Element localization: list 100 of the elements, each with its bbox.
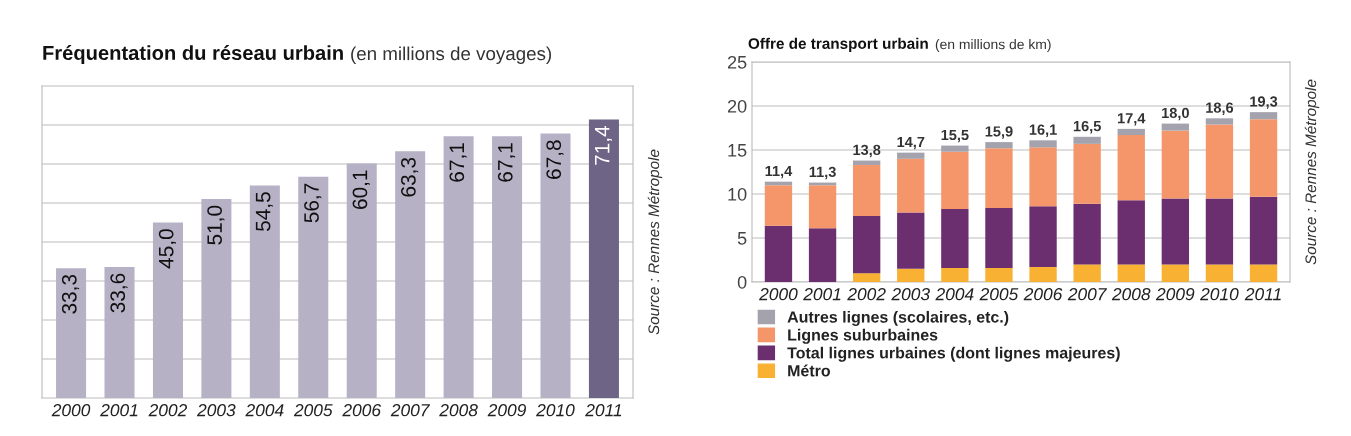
data-label: 45,0 — [158, 229, 176, 269]
x-tick-label: 2010 — [536, 404, 575, 417]
x-tick-label: 2011 — [585, 404, 622, 417]
data-label: 67,1 — [449, 143, 467, 182]
bar — [1029, 140, 1057, 148]
x-tick-label: 2006 — [342, 404, 382, 417]
x-tick-label: 2001 — [100, 404, 138, 417]
bar — [985, 148, 1013, 209]
legend-label: Autres lignes (scolaires, etc.) — [787, 310, 1009, 326]
data-label: 71,4 — [594, 126, 612, 165]
bar — [1205, 118, 1234, 125]
y-tick-label: 5 — [737, 232, 747, 245]
bar — [985, 208, 1013, 268]
source-note: Source : Rennes Métropole — [647, 149, 663, 335]
chart-subtitle: (en millions de km) — [935, 39, 1051, 52]
data-label: 63,3 — [401, 157, 419, 197]
bar — [764, 185, 793, 226]
x-tick-label: 2010 — [1200, 288, 1239, 301]
legend-label: Lignes suburbaines — [788, 328, 938, 344]
bar — [1073, 136, 1101, 144]
x-tick-label: 2008 — [439, 404, 478, 417]
y-tick-label: 20 — [727, 99, 747, 113]
x-tick-label: 2006 — [1023, 288, 1063, 301]
bar — [808, 185, 837, 229]
x-tick-label: 2009 — [487, 404, 527, 417]
total-label: 15,5 — [941, 129, 969, 143]
data-label: 67,8 — [546, 140, 564, 179]
x-tick-label: 2005 — [293, 404, 333, 417]
bar — [1161, 198, 1190, 265]
bar — [1029, 267, 1057, 282]
bar — [852, 216, 881, 274]
legend-label: Métro — [788, 364, 830, 377]
bar — [941, 145, 969, 152]
bar — [897, 158, 925, 213]
source-note: Source : Rennes Métropole — [1304, 79, 1320, 265]
total-label: 16,1 — [1029, 124, 1057, 137]
chart-subtitle: (en millions de voyages) — [351, 46, 552, 64]
bar — [985, 142, 1013, 149]
bar — [1117, 128, 1145, 136]
bar — [1205, 264, 1234, 282]
bar — [1249, 264, 1278, 282]
x-tick-label: 2005 — [979, 288, 1019, 301]
bar — [1117, 200, 1145, 265]
bar — [897, 152, 925, 159]
bar — [897, 268, 925, 282]
y-tick-label: 15 — [728, 144, 747, 157]
x-tick-label: 2007 — [390, 404, 431, 417]
x-tick-label: 2000 — [51, 404, 91, 417]
bar — [1205, 124, 1234, 199]
x-tick-label: 2004 — [935, 288, 974, 301]
bar — [941, 267, 969, 282]
total-label: 11,3 — [809, 166, 836, 180]
bar — [1117, 264, 1145, 282]
x-tick-label: 2000 — [759, 288, 798, 301]
total-label: 15,9 — [985, 126, 1013, 139]
total-label: 18,0 — [1162, 107, 1189, 121]
bar — [985, 267, 1013, 282]
data-label: 54,5 — [255, 192, 273, 232]
chart-title: Offre de transport urbain — [748, 37, 928, 52]
bar — [1161, 123, 1190, 131]
x-tick-label: 2007 — [1067, 288, 1107, 301]
bar — [808, 228, 837, 282]
y-tick-label: 10 — [728, 187, 747, 201]
bar — [1029, 206, 1057, 268]
data-label: 51,0 — [207, 205, 225, 245]
bar — [897, 212, 925, 269]
total-label: 14,7 — [897, 136, 925, 150]
bar — [1117, 135, 1145, 201]
legend-label: Total lignes urbaines (dont lignes majeures) — [787, 346, 1120, 362]
total-label: 11,4 — [765, 165, 793, 179]
total-label: 17,4 — [1117, 113, 1146, 126]
data-label: 33,3 — [61, 274, 80, 314]
chart-title: Fréquentation du réseau urbain — [43, 45, 343, 64]
x-tick-label: 2011 — [1244, 288, 1281, 301]
x-tick-label: 2004 — [245, 404, 284, 417]
total-label: 16,5 — [1073, 120, 1101, 134]
y-tick-label: 0 — [737, 275, 747, 289]
bar — [1161, 264, 1190, 282]
data-label: 33,6 — [110, 273, 128, 313]
x-tick-label: 2009 — [1155, 288, 1195, 301]
total-label: 19,3 — [1250, 96, 1278, 109]
x-tick-label: 2002 — [148, 404, 188, 417]
x-tick-label: 2003 — [196, 404, 236, 417]
bar — [1073, 203, 1101, 265]
bar — [852, 160, 881, 165]
x-tick-label: 2008 — [1111, 288, 1151, 301]
bar — [1161, 130, 1190, 199]
data-label: 60,1 — [352, 170, 370, 209]
bar — [588, 119, 619, 398]
bar — [1029, 147, 1057, 207]
data-label: 67,1 — [497, 143, 516, 182]
bar — [1073, 264, 1101, 282]
bar — [1249, 119, 1278, 197]
x-tick-label: 2003 — [891, 288, 930, 301]
bar — [852, 273, 881, 282]
data-label: 56,7 — [304, 183, 322, 223]
bar — [1249, 112, 1278, 120]
y-tick-label: 25 — [727, 55, 747, 69]
x-tick-label: 2001 — [803, 288, 841, 301]
bar — [941, 208, 969, 268]
